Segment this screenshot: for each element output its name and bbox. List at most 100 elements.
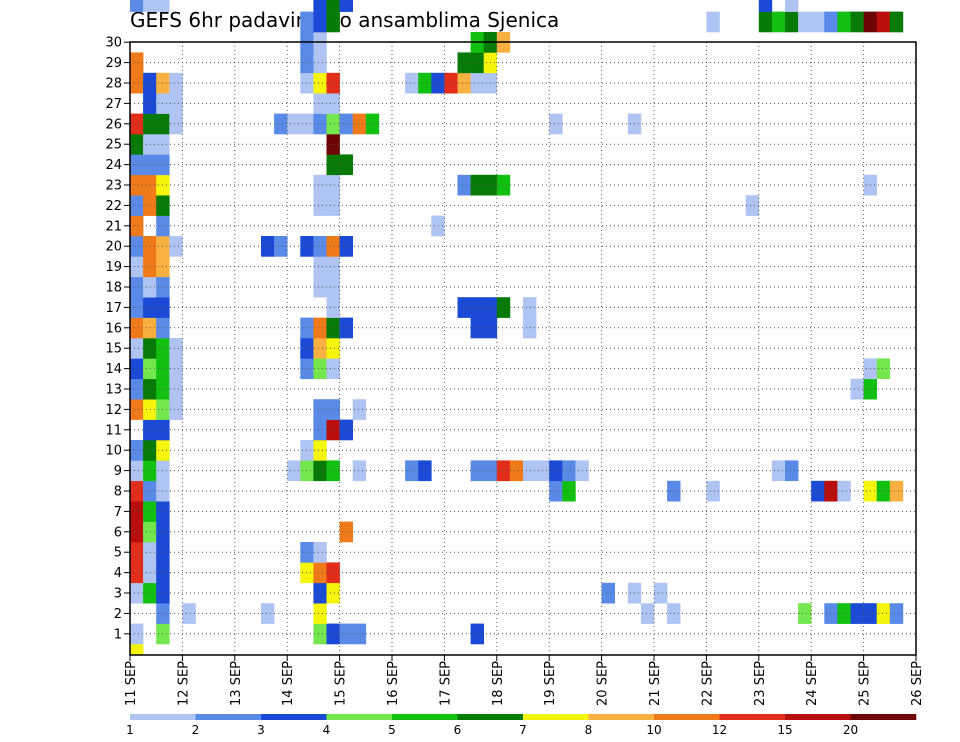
heatmap-cell	[798, 11, 812, 33]
colorbar-label: 20	[843, 723, 858, 737]
colorbar-label: 7	[519, 723, 527, 737]
heatmap-cell	[470, 460, 484, 482]
heatmap-cell	[143, 154, 157, 176]
heatmap-cell	[523, 297, 537, 318]
heatmap-cell	[876, 480, 891, 502]
heatmap-cell	[143, 582, 157, 604]
heatmap-cell	[313, 93, 327, 114]
colorbar-swatch	[326, 714, 393, 720]
heatmap-cell	[143, 113, 157, 135]
x-tick-label: 11 SEP	[124, 661, 139, 706]
heatmap-cell	[130, 644, 144, 656]
y-tick-label: 25	[105, 138, 122, 153]
heatmap-cell	[182, 603, 196, 624]
heatmap-cell	[313, 399, 327, 420]
heatmap-cell	[457, 297, 471, 318]
heatmap-cell	[130, 521, 144, 543]
colorbar-label: 15	[777, 723, 792, 737]
heatmap-cell	[169, 399, 183, 420]
heatmap-cell	[313, 582, 327, 604]
x-tick-label: 20 SEP	[596, 661, 611, 706]
colorbar-swatch	[719, 714, 786, 720]
heatmap-cell	[326, 419, 340, 441]
heatmap-cell	[313, 338, 327, 359]
heatmap-cell	[143, 358, 157, 380]
heatmap-cell	[811, 11, 825, 33]
y-tick-label: 28	[105, 77, 122, 92]
x-tick-label: 16 SEP	[386, 661, 401, 706]
heatmap-cell	[326, 93, 340, 114]
chart-title: GEFS 6hr padavine po ansamblima Sjenica	[130, 8, 559, 32]
y-tick-label: 6	[114, 525, 122, 540]
y-tick-label: 2	[114, 607, 122, 622]
heatmap-cell	[889, 11, 904, 33]
colorbar-swatch	[850, 714, 917, 720]
heatmap-cell	[326, 582, 340, 604]
colorbar-label: 10	[646, 723, 661, 737]
heatmap-cell	[785, 11, 799, 33]
heatmap-cell	[143, 276, 157, 298]
heatmap-cell	[313, 52, 327, 74]
heatmap-cell	[326, 562, 340, 584]
heatmap-cell	[130, 297, 144, 318]
heatmap-cell	[130, 72, 144, 94]
heatmap-cell	[850, 603, 864, 624]
x-tick-label: 17 SEP	[438, 661, 453, 706]
heatmap-cell	[143, 399, 157, 420]
heatmap-cell	[130, 562, 144, 584]
heatmap-cell	[313, 623, 327, 645]
heatmap-cell	[130, 0, 144, 12]
x-tick-label: 24 SEP	[805, 661, 820, 706]
heatmap-cell	[785, 0, 799, 12]
heatmap-cell	[130, 542, 144, 563]
heatmap-cell	[287, 460, 301, 482]
heatmap-cell	[326, 256, 340, 278]
heatmap-cell	[496, 460, 511, 482]
y-tick-label: 24	[105, 158, 122, 173]
colorbar-label: 6	[454, 723, 462, 737]
heatmap-cell	[562, 480, 576, 502]
heatmap-cell	[326, 154, 340, 176]
y-tick-label: 26	[105, 117, 122, 132]
heatmap-cell	[143, 440, 157, 461]
heatmap-cell	[313, 195, 327, 216]
heatmap-cell	[130, 501, 144, 522]
heatmap-cell	[326, 113, 340, 135]
heatmap-cell	[889, 603, 904, 624]
heatmap-cell	[352, 623, 367, 645]
heatmap-cell	[785, 460, 799, 482]
colorbar-label: 1	[126, 723, 134, 737]
heatmap-cell	[169, 72, 183, 94]
heatmap-cell	[850, 11, 864, 33]
heatmap-cell	[143, 542, 157, 563]
heatmap-cell	[300, 11, 314, 33]
x-tick-label: 18 SEP	[491, 661, 506, 706]
colorbar: 1 2 3 4 5 6 7 8 10 12 15 20	[126, 714, 917, 737]
heatmap-cell	[143, 195, 157, 216]
heatmap-cell	[130, 256, 144, 278]
heatmap-cell	[130, 236, 144, 257]
x-tick-label: 21 SEP	[648, 661, 663, 706]
heatmap-cell	[706, 480, 720, 502]
heatmap-cell	[444, 72, 458, 94]
heatmap-cell	[496, 174, 511, 196]
heatmap-cell	[509, 460, 524, 482]
heatmap-cell	[667, 603, 681, 624]
heatmap-cell	[143, 521, 157, 543]
y-tick-label: 8	[114, 485, 122, 500]
heatmap-cell	[313, 358, 327, 380]
heatmap-cell	[470, 297, 484, 318]
heatmap-cell	[143, 93, 157, 114]
heatmap-cell	[758, 0, 773, 12]
heatmap-cell	[169, 93, 183, 114]
heatmap-cell	[130, 378, 144, 400]
heatmap-cell	[313, 72, 327, 94]
heatmap-cell	[365, 113, 380, 135]
heatmap-cell	[326, 236, 340, 257]
y-axis-ticks: 1234567891011121314151617181920212223242…	[105, 36, 130, 642]
heatmap-cell	[470, 52, 484, 74]
x-tick-label: 22 SEP	[700, 661, 715, 706]
colorbar-swatch	[654, 714, 720, 720]
heatmap-cells	[130, 0, 904, 656]
heatmap-cell	[313, 460, 327, 482]
